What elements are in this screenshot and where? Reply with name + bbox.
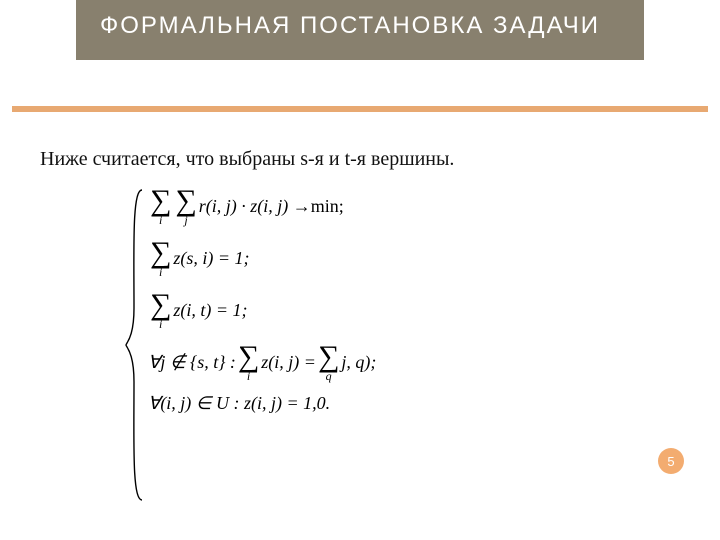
sum-symbol: ∑i xyxy=(150,238,171,278)
page-number: 5 xyxy=(667,454,674,469)
formula-text: min; xyxy=(311,197,344,215)
sum-symbol: ∑q xyxy=(318,342,339,382)
formula-line: ∑iz(s, i) = 1; xyxy=(148,238,488,278)
slide-title: ФОРМАЛЬНАЯ ПОСТАНОВКА ЗАДАЧИ xyxy=(100,10,620,42)
sum-symbol: ∑i xyxy=(150,290,171,330)
formula-line: ∀(i, j) ∈ U : z(i, j) = 1,0. xyxy=(148,394,488,412)
formula-text: ∀j ∉ {s, t} : xyxy=(148,353,236,371)
formula-system: ∑i∑jr(i, j) · z(i, j) → min;∑iz(s, i) = … xyxy=(148,186,488,412)
sum-symbol: ∑j xyxy=(175,186,196,226)
sum-symbol: ∑i xyxy=(238,342,259,382)
formula-text: z(s, i) = 1; xyxy=(173,249,249,267)
formula-line: ∀j ∉ {s, t} : ∑iz(i, j) = ∑q j, q); xyxy=(148,342,488,382)
sum-symbol: ∑i xyxy=(150,186,171,226)
formula-text: z(i, t) = 1; xyxy=(173,301,247,319)
title-block: ФОРМАЛЬНАЯ ПОСТАНОВКА ЗАДАЧИ xyxy=(76,0,644,60)
formula-text: z(i, j) = xyxy=(261,353,316,371)
formula-text: j, q); xyxy=(341,353,376,371)
formula-line: ∑iz(i, t) = 1; xyxy=(148,290,488,330)
formula-text: r(i, j) · z(i, j) → xyxy=(199,197,311,215)
page-number-badge: 5 xyxy=(658,448,684,474)
formula-line: ∑i∑jr(i, j) · z(i, j) → min; xyxy=(148,186,488,226)
slide: ФОРМАЛЬНАЯ ПОСТАНОВКА ЗАДАЧИ Ниже считае… xyxy=(0,0,720,540)
left-brace-icon xyxy=(124,188,146,502)
formula-text: ∀(i, j) ∈ U : z(i, j) = 1,0. xyxy=(148,394,330,412)
intro-text: Ниже считается, что выбраны s-я и t-я ве… xyxy=(40,146,454,172)
header-band: ФОРМАЛЬНАЯ ПОСТАНОВКА ЗАДАЧИ xyxy=(12,0,708,112)
